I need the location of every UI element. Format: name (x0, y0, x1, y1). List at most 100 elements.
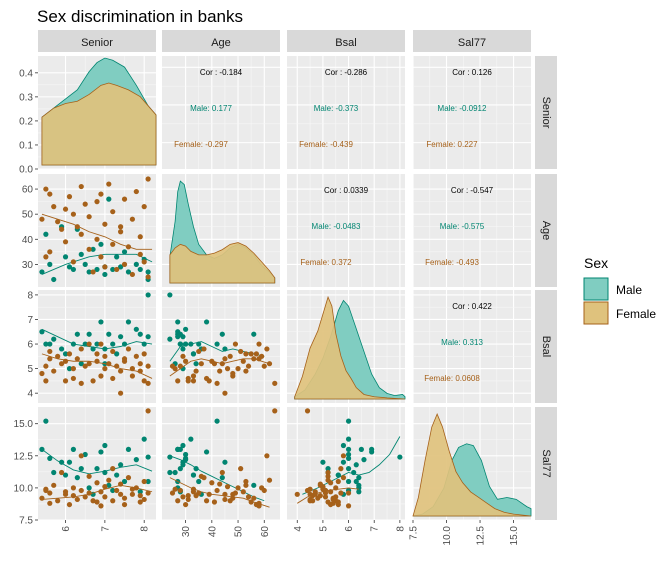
point-female (47, 191, 53, 197)
strip-label-sal77: Sal77 (458, 37, 486, 49)
legend-label-male: Male (616, 283, 642, 297)
panel-bg (287, 407, 405, 520)
point-female (238, 466, 244, 472)
point-male (47, 261, 53, 267)
point-male (167, 292, 173, 298)
point-female (78, 380, 84, 386)
point-female (94, 499, 100, 505)
strip-top-age (162, 30, 280, 52)
point-male (98, 241, 104, 247)
point-male (78, 466, 84, 472)
point-male (118, 334, 124, 340)
point-female (196, 348, 202, 355)
point-female (106, 361, 112, 367)
point-female (62, 206, 69, 212)
point-female (129, 486, 135, 492)
point-female (98, 254, 104, 260)
point-male (183, 341, 189, 347)
point-female (118, 491, 124, 497)
point-female (243, 351, 249, 357)
point-female (98, 503, 104, 509)
point-female (90, 378, 96, 384)
point-male (203, 319, 210, 325)
panel-bg (162, 56, 280, 169)
panel-bg (413, 56, 531, 169)
x-tick-label: 12.5 (476, 526, 487, 546)
point-female (141, 478, 147, 485)
point-female (106, 181, 112, 187)
point-male (175, 334, 181, 340)
point-male (167, 336, 173, 342)
x-tick-label: 30 (181, 526, 192, 538)
smooth-female-senior-age (41, 213, 153, 250)
point-female (102, 264, 108, 270)
y-tick-label: 7.5 (19, 516, 33, 527)
point-female (217, 368, 223, 374)
x-tick-label: 6 (61, 526, 72, 532)
point-female (230, 491, 236, 497)
point-female (232, 341, 239, 347)
point-female (240, 489, 246, 495)
point-female (74, 496, 80, 503)
point-female (43, 486, 49, 492)
point-female (201, 346, 207, 352)
point-female (145, 490, 151, 496)
point-female (133, 188, 139, 195)
point-male (82, 261, 88, 267)
point-female (114, 363, 120, 369)
point-female (43, 363, 49, 369)
point-female (240, 358, 246, 364)
point-male (78, 251, 84, 257)
point-male (133, 261, 139, 267)
corr-total: Cor : -0.286 (325, 68, 368, 77)
point-male (39, 446, 45, 452)
legend-key-male (583, 277, 609, 301)
point-male (51, 276, 57, 283)
point-female (325, 473, 331, 479)
point-female (82, 494, 88, 500)
point-female (39, 370, 45, 377)
strip-right-sal77 (535, 407, 557, 520)
y-tick-label: 0.0 (19, 165, 33, 176)
point-female (180, 353, 186, 359)
strip-label-age: Age (540, 221, 552, 241)
y-tick-label: 8 (27, 290, 33, 301)
point-male (90, 346, 96, 352)
point-female (243, 482, 249, 488)
point-female (219, 361, 225, 367)
point-male (102, 442, 108, 449)
strip-label-sal77: Sal77 (540, 449, 552, 477)
point-male (106, 196, 112, 202)
point-female (114, 266, 120, 273)
point-female (214, 380, 220, 386)
point-male (193, 361, 199, 367)
point-female (261, 363, 267, 369)
point-male (188, 436, 194, 442)
point-male (110, 487, 116, 494)
strip-label-bsal: Bsal (335, 37, 356, 49)
x-tick-label: 10.0 (442, 526, 453, 546)
point-female (317, 493, 323, 499)
point-female (55, 219, 61, 225)
point-female (43, 186, 49, 192)
point-female (59, 469, 65, 476)
point-female (137, 493, 143, 499)
point-male (74, 331, 80, 337)
point-male (219, 331, 225, 337)
smooth-male-senior-age (41, 253, 153, 275)
point-female (248, 351, 254, 357)
point-male (106, 482, 112, 488)
point-female (172, 486, 178, 492)
point-female (145, 274, 151, 280)
point-male (102, 271, 108, 278)
point-male (345, 436, 352, 442)
point-female (121, 261, 128, 267)
point-female (66, 351, 73, 357)
point-female (253, 351, 259, 357)
point-female (333, 485, 339, 491)
point-female (70, 485, 76, 491)
point-female (86, 214, 92, 220)
strip-right-age (535, 174, 557, 287)
point-female (129, 271, 135, 278)
